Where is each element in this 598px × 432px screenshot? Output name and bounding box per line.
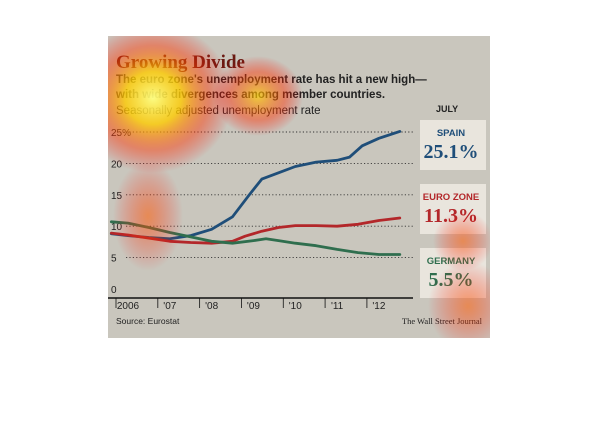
x-tick-label: '09 xyxy=(247,301,260,312)
y-tick-label: 15 xyxy=(111,191,123,202)
series-line-spain xyxy=(109,130,402,241)
callout-eurozone: EURO ZONE 11.3% xyxy=(420,184,486,234)
chart-figure: Growing Divide The euro zone's unemploym… xyxy=(108,36,490,338)
x-tick-label: '10 xyxy=(289,301,302,312)
latest-month-label: JULY xyxy=(436,104,459,114)
x-tick-label: 2006 xyxy=(117,301,140,312)
callout-germany-name: GERMANY xyxy=(426,256,476,267)
callout-spain-name: SPAIN xyxy=(436,128,466,139)
source-note: Source: Eurostat xyxy=(116,316,180,326)
y-tick-label: 20 xyxy=(111,159,123,170)
x-tick-label: '08 xyxy=(205,301,218,312)
x-tick-label: '11 xyxy=(331,301,344,312)
callout-spain: SPAIN 25.1% xyxy=(420,120,486,170)
callout-eurozone-name: EURO ZONE xyxy=(422,192,480,203)
callout-spain-value: 25.1% xyxy=(423,141,479,163)
publisher-credit: The Wall Street Journal xyxy=(401,316,482,326)
x-tick-label: '12 xyxy=(372,301,385,312)
callout-germany: GERMANY 5.5% xyxy=(420,248,486,298)
y-tick-label: 5 xyxy=(111,254,117,265)
y-tick-label: 0 xyxy=(111,285,117,296)
callout-eurozone-value: 11.3% xyxy=(424,205,478,227)
x-tick-label: '07 xyxy=(163,301,176,312)
y-tick-label: 25% xyxy=(111,128,131,139)
callout-germany-value: 5.5% xyxy=(428,269,474,291)
